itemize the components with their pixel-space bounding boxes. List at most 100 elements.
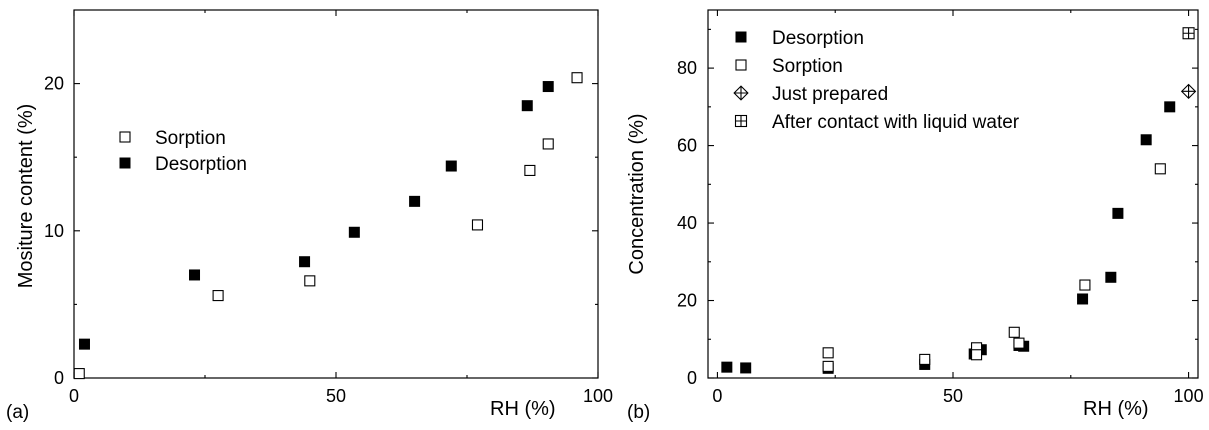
marker-shape [348, 226, 360, 238]
marker-shape [189, 269, 201, 281]
data-point [1105, 271, 1117, 283]
x-tick-label: 0 [712, 386, 722, 406]
x-tick-label: 100 [1174, 386, 1204, 406]
data-point [1008, 326, 1020, 338]
marker-shape [445, 160, 457, 172]
legend-label: Desorption [155, 154, 247, 175]
legend-label: Desorption [772, 28, 864, 49]
tick-labels: 0 50 100 0 10 20 [44, 74, 613, 406]
data-point [971, 349, 983, 361]
y-tick-label: 0 [54, 368, 64, 388]
legend-label: Just prepared [772, 84, 888, 105]
data-point [542, 81, 554, 93]
marker-cross [1183, 27, 1195, 39]
marker-shape [1079, 279, 1091, 291]
legend-marker [735, 59, 747, 71]
data-point [1077, 293, 1089, 305]
y-tick-label: 0 [687, 368, 697, 388]
data-point [1164, 101, 1176, 113]
marker-shape [119, 157, 131, 169]
y-tick-label: 80 [677, 58, 697, 78]
y-tick-label: 10 [44, 221, 64, 241]
y-tick-label: 40 [677, 213, 697, 233]
axis-ticks [73, 10, 599, 379]
marker-shape [1008, 326, 1020, 338]
data-point [445, 160, 457, 172]
x-tick-label: 50 [943, 386, 963, 406]
marker-shape [119, 131, 131, 143]
data-point [348, 226, 360, 238]
data-points [73, 72, 583, 380]
data-point [304, 275, 316, 287]
legend-label: Sorption [155, 128, 226, 149]
marker-shape [1013, 337, 1025, 349]
data-point [521, 100, 533, 112]
data-point [471, 219, 484, 231]
x-axis-label: RH (%) [490, 398, 556, 420]
data-point [919, 353, 931, 365]
marker-shape [304, 275, 316, 287]
data-point [822, 347, 834, 359]
x-tick-label: 50 [326, 386, 346, 406]
marker-shape [1154, 163, 1166, 175]
plot-frame [73, 9, 599, 379]
legend: Desorption Sorption Just prepared After con… [733, 28, 1020, 133]
legend-marker [119, 131, 131, 143]
marker-shape [721, 361, 733, 373]
data-point [1013, 337, 1025, 349]
marker-shape [971, 349, 983, 361]
data-point [524, 164, 536, 176]
x-axis-label: RH (%) [1083, 398, 1149, 420]
data-point [1079, 279, 1091, 291]
data-point [1154, 163, 1166, 175]
x-tick-label: 100 [583, 386, 613, 406]
marker-shape [524, 164, 536, 176]
panel-label: (a) [6, 402, 29, 423]
marker-shape [735, 59, 747, 71]
marker-shape [212, 290, 224, 302]
marker-cross [735, 115, 747, 127]
data-point [78, 338, 90, 350]
data-point [571, 72, 583, 84]
data-point [189, 269, 201, 281]
marker-shape [571, 72, 583, 84]
axis-ticks [708, 10, 1198, 379]
data-point [409, 195, 421, 207]
y-axis-label: Concentration (%) [626, 113, 648, 274]
data-point [73, 368, 85, 380]
marker-shape [822, 347, 834, 359]
marker-shape [521, 100, 533, 112]
marker-shape [919, 353, 931, 365]
data-point [740, 362, 752, 374]
data-point [822, 360, 834, 372]
marker-shape [1140, 134, 1152, 146]
marker-shape [78, 338, 90, 350]
marker-shape [1105, 271, 1117, 283]
data-points [721, 27, 1197, 374]
legend-marker [735, 31, 747, 43]
marker-shape [471, 219, 484, 231]
tick-labels: 0 50 100 0 20 40 60 80 [677, 58, 1204, 406]
data-point [721, 361, 733, 373]
marker-shape [409, 195, 421, 207]
y-axis-label: Mositure content (%) [15, 104, 37, 289]
marker-cross [734, 86, 748, 100]
marker-shape [1164, 101, 1176, 113]
data-point [299, 256, 311, 268]
panel-label: (b) [627, 402, 650, 423]
legend-marker [733, 85, 749, 101]
marker-shape [1112, 207, 1124, 219]
marker-cross [1181, 84, 1196, 99]
legend-label: Sorption [772, 56, 843, 77]
marker-shape [822, 360, 834, 372]
data-point [1112, 207, 1124, 219]
panel-a: (a) RH (%) Mositure content (%) 0 50 100 0 1… [6, 9, 613, 423]
marker-shape [542, 138, 554, 150]
marker-shape [299, 256, 311, 268]
data-point [1140, 134, 1152, 146]
data-point [1182, 27, 1195, 40]
data-point [542, 138, 554, 150]
x-tick-label: 0 [69, 386, 79, 406]
marker-shape [735, 31, 747, 43]
